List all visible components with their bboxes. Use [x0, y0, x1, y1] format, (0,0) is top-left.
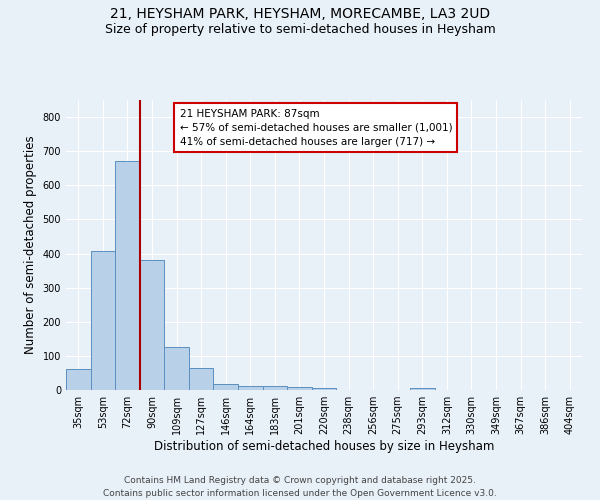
Bar: [91, 251, 115, 390]
Bar: [312, 388, 336, 390]
Text: Contains HM Land Registry data © Crown copyright and database right 2025.
Contai: Contains HM Land Registry data © Crown c…: [103, 476, 497, 498]
Bar: [66, 368, 91, 390]
Bar: [263, 386, 287, 390]
Text: 21 HEYSHAM PARK: 87sqm
← 57% of semi-detached houses are smaller (1,001)
41% of : 21 HEYSHAM PARK: 87sqm ← 57% of semi-det…: [179, 108, 452, 146]
Text: Size of property relative to semi-detached houses in Heysham: Size of property relative to semi-detach…: [104, 22, 496, 36]
Bar: [164, 348, 189, 390]
Bar: [214, 384, 238, 390]
Bar: [115, 162, 140, 390]
X-axis label: Distribution of semi-detached houses by size in Heysham: Distribution of semi-detached houses by …: [154, 440, 494, 453]
Bar: [189, 368, 214, 390]
Bar: [410, 388, 434, 390]
Text: 21, HEYSHAM PARK, HEYSHAM, MORECAMBE, LA3 2UD: 21, HEYSHAM PARK, HEYSHAM, MORECAMBE, LA…: [110, 8, 490, 22]
Y-axis label: Number of semi-detached properties: Number of semi-detached properties: [24, 136, 37, 354]
Bar: [287, 388, 312, 390]
Bar: [140, 260, 164, 390]
Bar: [238, 386, 263, 390]
